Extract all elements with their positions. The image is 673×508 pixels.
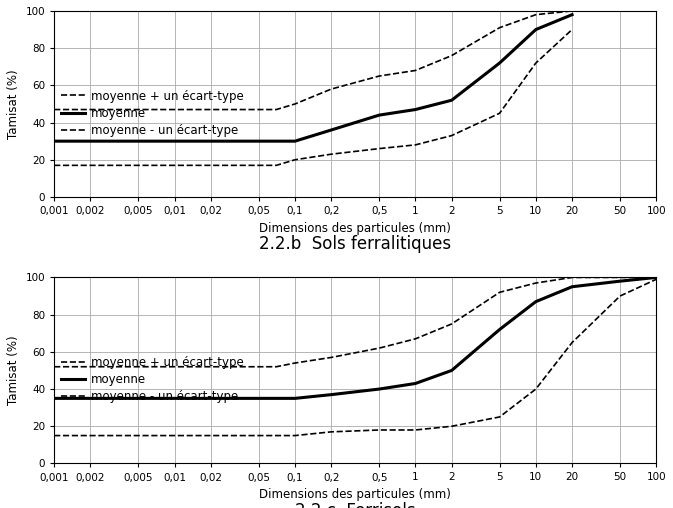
X-axis label: Dimensions des particules (mm): Dimensions des particules (mm) [259, 221, 451, 235]
Legend: moyenne + un écart-type, moyenne, moyenne - un écart-type: moyenne + un écart-type, moyenne, moyenn… [57, 352, 248, 408]
X-axis label: Dimensions des particules (mm): Dimensions des particules (mm) [259, 488, 451, 501]
Y-axis label: Tamisat (%): Tamisat (%) [7, 336, 20, 405]
Y-axis label: Tamisat (%): Tamisat (%) [7, 69, 20, 139]
Legend: moyenne + un écart-type, moyenne, moyenne - un écart-type: moyenne + un écart-type, moyenne, moyenn… [57, 85, 248, 142]
Text: 2.2.c  Ferrisols: 2.2.c Ferrisols [295, 501, 415, 508]
Text: 2.2.b  Sols ferralitiques: 2.2.b Sols ferralitiques [259, 235, 452, 253]
